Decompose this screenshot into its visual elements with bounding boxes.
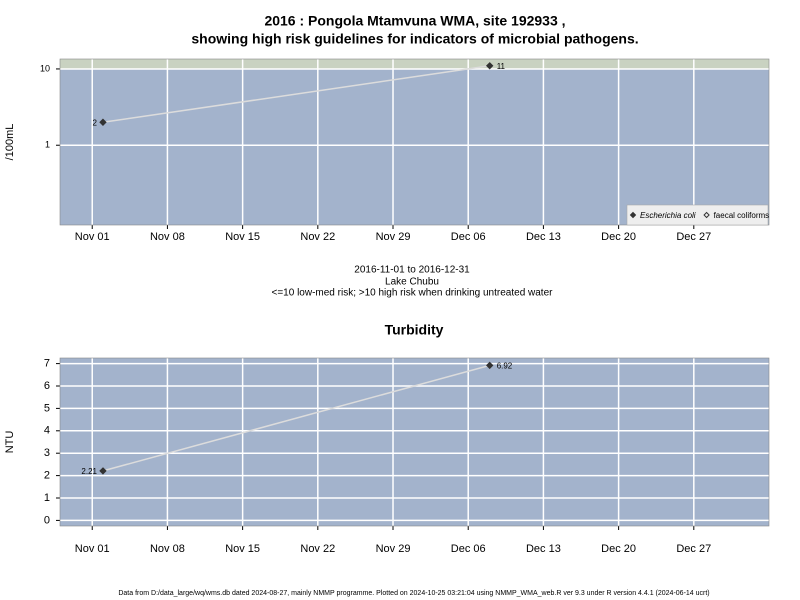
plot-frame [59, 58, 770, 226]
y-tick-label: 10 [40, 63, 50, 73]
y-tick-label: 0 [44, 514, 50, 526]
note: Lake Chubu [385, 277, 439, 288]
value-label: 2 [93, 118, 98, 127]
x-tick-label: Nov 29 [376, 543, 411, 555]
y-axis-label: /100mL [4, 124, 16, 161]
x-tick-label: Nov 29 [376, 231, 411, 243]
x-tick-label: Dec 27 [676, 231, 711, 243]
x-tick-label: Nov 15 [225, 543, 260, 555]
data-point [99, 467, 107, 475]
footer: Data from D:/data_large/wq/wms.db dated … [118, 590, 709, 597]
value-label: 11 [497, 62, 506, 71]
legend-label: faecal coliforms [714, 211, 770, 220]
x-tick-label: Dec 06 [451, 231, 486, 243]
x-tick-label: Nov 01 [75, 543, 110, 555]
risk-band [60, 59, 769, 69]
y-tick-label: 7 [44, 358, 50, 370]
x-tick-label: Nov 01 [75, 231, 110, 243]
y-tick-label: 6 [44, 380, 50, 392]
x-tick-label: Nov 08 [150, 543, 185, 555]
y-tick-label: 2 [44, 470, 50, 482]
legend-marker [703, 211, 710, 219]
x-tick-label: Nov 22 [300, 231, 335, 243]
chart-subtitle: showing high risk guidelines for indicat… [191, 31, 638, 47]
legend-box [626, 204, 769, 226]
plot-background [60, 358, 769, 526]
x-tick-label: Nov 22 [300, 543, 335, 555]
y-tick-label: 4 [44, 425, 50, 437]
legend-marker [629, 211, 637, 219]
note: 2016-11-01 to 2016-12-31 [354, 265, 470, 276]
series-line [102, 65, 490, 124]
series-line [102, 364, 490, 472]
x-tick-label: Dec 06 [451, 543, 486, 555]
y-tick-label: 1 [44, 492, 50, 504]
legend: Escherichia coli faecal coliforms [626, 204, 770, 226]
data-point [485, 62, 494, 70]
x-tick-label: Dec 20 [601, 543, 636, 555]
y-axis-label: NTU [4, 431, 16, 454]
value-label: 2.21 [81, 467, 97, 476]
data-point [99, 118, 107, 126]
x-tick-label: Dec 13 [526, 543, 561, 555]
value-label: 6.92 [497, 362, 513, 371]
x-tick-label: Nov 08 [150, 231, 185, 243]
y-tick-label: 5 [44, 402, 50, 414]
x-tick-label: Dec 13 [526, 231, 561, 243]
plot-background [60, 59, 769, 225]
x-tick-label: Dec 27 [676, 543, 711, 555]
plot-frame [59, 357, 770, 527]
chart-title: Turbidity [385, 322, 444, 338]
legend-label: Escherichia coli [640, 211, 696, 220]
y-tick-label: 3 [44, 447, 50, 459]
note: <=10 low-med risk; >10 high risk when dr… [272, 288, 554, 299]
data-point [485, 361, 494, 370]
chart-title: 2016 : Pongola Mtamvuna WMA, site 192933… [264, 13, 565, 29]
x-tick-label: Dec 20 [601, 231, 636, 243]
x-tick-label: Nov 15 [225, 231, 260, 243]
y-tick-label: 1 [45, 140, 50, 150]
